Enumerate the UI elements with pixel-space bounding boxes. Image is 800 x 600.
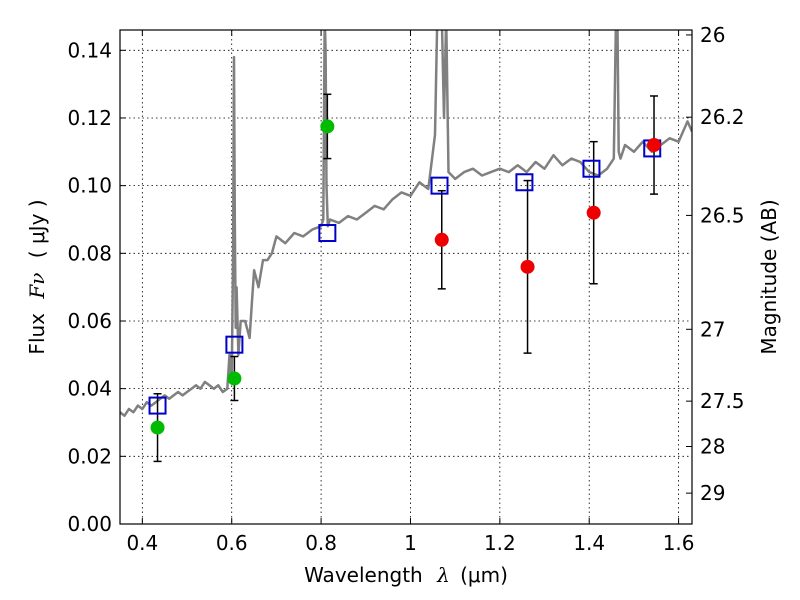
y-tick-label: 0.06 — [67, 309, 112, 333]
hst-point — [150, 420, 165, 435]
spectrum-line — [120, 30, 692, 417]
y-tick-label: 0.08 — [67, 241, 112, 265]
model-square-marker — [148, 396, 167, 415]
y-tick-label: 0.10 — [67, 174, 112, 198]
spectrum-layer — [120, 30, 692, 417]
y2-tick-label: 26.5 — [700, 203, 745, 227]
y2-axis-label: Magnitude (AB) — [757, 199, 781, 354]
x-tick-label: 0.6 — [216, 531, 248, 555]
marker-layer — [148, 119, 662, 435]
model-square-marker — [225, 335, 244, 354]
x-tick-label: 1.2 — [484, 531, 516, 555]
y-tick-label: 0.04 — [67, 377, 112, 401]
ir-point — [586, 205, 601, 220]
y2-tick-label: 28 — [700, 434, 725, 458]
axis-ticks: 0.4 0.6 0.8 1 1.2 1.4 1.6 0.00 0.02 0.04 0.06 0.08 0… — [67, 23, 744, 555]
x-axis-label: Wavelength λ (μm) — [304, 563, 508, 587]
y2-tick-label: 29 — [700, 481, 725, 505]
y2-tick-label: 27.5 — [700, 389, 745, 413]
hst-point — [227, 371, 242, 386]
y-tick-label: 0.00 — [67, 512, 112, 536]
y-tick-label: 0.14 — [67, 38, 112, 62]
plot-frame — [119, 29, 693, 525]
y2-tick-label: 27 — [700, 317, 725, 341]
x-tick-label: 0.8 — [305, 531, 337, 555]
ir-point — [647, 138, 662, 153]
x-tick-label: 0.4 — [126, 531, 158, 555]
model-square-marker — [582, 159, 601, 178]
x-tick-label: 1.4 — [573, 531, 605, 555]
model-square-marker — [430, 176, 449, 195]
ir-point — [520, 259, 535, 274]
x-tick-label: 1.6 — [663, 531, 695, 555]
y-tick-label: 0.12 — [67, 106, 112, 130]
y2-tick-label: 26 — [700, 23, 725, 47]
y2-tick-label: 26.2 — [700, 105, 745, 129]
hst-point — [320, 119, 335, 134]
y-axis-label: Flux Fν ( μJy ) — [25, 199, 49, 354]
y-tick-label: 0.02 — [67, 444, 112, 468]
model-square-marker — [515, 173, 534, 192]
x-tick-label: 1 — [404, 531, 417, 555]
model-square-marker — [318, 224, 337, 243]
ir-point — [434, 232, 449, 247]
